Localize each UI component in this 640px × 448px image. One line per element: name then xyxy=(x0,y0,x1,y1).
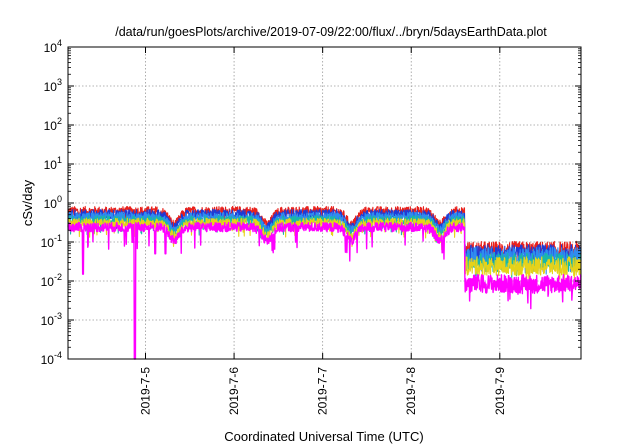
y-tick-base: 10 xyxy=(41,236,55,250)
y-tick-exponent: -2 xyxy=(54,272,62,282)
y-tick-base: 10 xyxy=(44,80,58,94)
x-tick-label: 2019-7-8 xyxy=(404,367,418,415)
y-tick-base: 10 xyxy=(44,41,58,55)
y-tick-base: 10 xyxy=(44,197,58,211)
x-tick-label: 2019-7-5 xyxy=(139,367,153,415)
y-tick-exponent: 0 xyxy=(57,194,62,204)
y-tick-label: 104 xyxy=(44,38,62,55)
y-tick-label: 10-4 xyxy=(41,350,62,367)
chart-title: /data/run/goesPlots/archive/2019-07-09/2… xyxy=(115,25,547,39)
y-tick-label: 103 xyxy=(44,77,62,94)
y-tick-exponent: -4 xyxy=(54,350,62,360)
y-tick-label: 10-3 xyxy=(41,311,62,328)
series-layer xyxy=(67,205,582,360)
y-tick-exponent: 3 xyxy=(57,77,62,87)
y-tick-label: 100 xyxy=(44,194,62,211)
x-axis-label: Coordinated Universal Time (UTC) xyxy=(224,429,423,444)
y-tick-base: 10 xyxy=(41,314,55,328)
y-tick-exponent: 2 xyxy=(57,116,62,126)
y-tick-base: 10 xyxy=(44,158,58,172)
y-tick-label: 102 xyxy=(44,116,62,133)
y-tick-label: 101 xyxy=(44,155,62,172)
y-tick-label: 10-2 xyxy=(41,272,62,289)
series-line xyxy=(67,217,582,284)
y-tick-base: 10 xyxy=(41,353,55,367)
y-tick-base: 10 xyxy=(44,119,58,133)
grid xyxy=(68,47,581,359)
y-tick-exponent: 1 xyxy=(57,155,62,165)
y-tick-exponent: -1 xyxy=(54,233,62,243)
x-tick-label: 2019-7-6 xyxy=(227,367,241,415)
y-tick-exponent: 4 xyxy=(57,38,62,48)
y-axis-label: cSv/day xyxy=(20,179,35,226)
y-tick-base: 10 xyxy=(41,275,55,289)
x-tick-label: 2019-7-7 xyxy=(316,367,330,415)
x-tick-label: 2019-7-9 xyxy=(493,367,507,415)
series-line xyxy=(67,221,582,360)
y-tick-label: 10-1 xyxy=(41,233,62,250)
y-tick-exponent: -3 xyxy=(54,311,62,321)
